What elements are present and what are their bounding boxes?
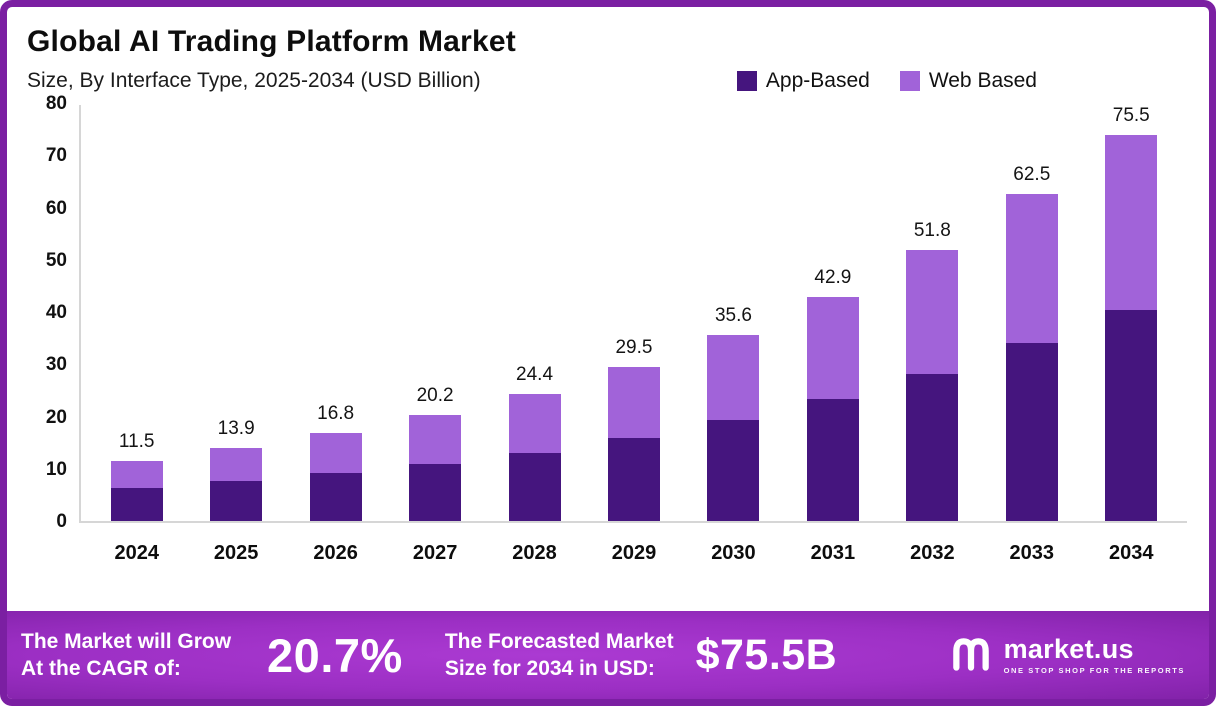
- bar-segment-web-based: [906, 250, 959, 374]
- market-us-logo-icon: [952, 638, 989, 671]
- bar-segment-app-based: [309, 473, 362, 521]
- x-axis-label-2034: 2034: [1109, 542, 1154, 564]
- legend-label: App-Based: [765, 69, 870, 92]
- bar-segment-web-based: [1005, 194, 1058, 344]
- x-axis-label-2025: 2025: [213, 542, 259, 564]
- bar-segment-app-based: [210, 481, 263, 521]
- bar-segment-web-based: [607, 366, 660, 438]
- legend-swatch-app-based: [736, 71, 757, 91]
- forecast-label: The Forecasted Market Size for 2034 in U…: [445, 628, 674, 683]
- bar-total-label: 51.8: [913, 220, 951, 242]
- y-tick-80: 80: [45, 93, 67, 114]
- bar-total-label: 13.9: [217, 418, 255, 440]
- x-axis-label-2031: 2031: [810, 542, 856, 564]
- bar-group-2027: 20.2 2027: [409, 105, 462, 564]
- bar-group-2032: 51.8 2032: [906, 105, 959, 564]
- bar-group-2031: 42.9 2031: [806, 105, 859, 564]
- forecast-value: $75.5B: [695, 630, 838, 679]
- bar-segment-app-based: [409, 464, 462, 521]
- bar-segment-web-based: [309, 433, 362, 474]
- bar-group-2029: 29.5 2029: [607, 105, 660, 564]
- page-title: Global AI Trading Platform Market: [27, 25, 516, 58]
- bar-segment-web-based: [210, 448, 263, 482]
- bar-segment-app-based: [707, 419, 760, 521]
- bar-total-label: 75.5: [1112, 105, 1150, 126]
- plot-area: 11.5 2024 13.9 2025 16.8 2026 20.2 2027 24.4 2028…: [79, 105, 1187, 564]
- bar-total-label: 24.4: [516, 363, 554, 385]
- plot-row: 0 10 20 30 40 50 60 70 80 11.5 2024 13.9 2025 16.8 20…: [21, 93, 1187, 564]
- y-tick-70: 70: [45, 145, 67, 167]
- x-axis-label-2026: 2026: [313, 542, 358, 564]
- y-axis: 0 10 20 30 40 50 60 70 80: [21, 93, 79, 532]
- logo-tagline: One Stop Shop For The Reports: [1003, 665, 1185, 675]
- bar-group-2033: 62.5 2033: [1005, 105, 1058, 564]
- chart-legend: App-Based Web Based: [736, 69, 1037, 93]
- cagr-value: 20.7%: [267, 628, 403, 682]
- cagr-label-line1: The Market will Grow: [21, 629, 232, 653]
- bar-total-label: 42.9: [814, 266, 852, 288]
- y-tick-30: 30: [45, 354, 67, 376]
- bar-segment-app-based: [508, 453, 561, 521]
- bar-segment-web-based: [1105, 135, 1158, 311]
- forecast-label-line1: The Forecasted Market: [444, 629, 674, 653]
- bar-group-2024: 11.5 2024: [110, 105, 163, 564]
- bar-total-label: 62.5: [1013, 164, 1051, 186]
- market-us-logo: market.us One Stop Shop For The Reports: [948, 632, 1185, 678]
- y-tick-0: 0: [56, 511, 67, 532]
- bar-segment-app-based: [806, 398, 859, 521]
- y-tick-20: 20: [45, 406, 67, 428]
- bar-segment-web-based: [409, 415, 462, 465]
- legend-label: Web Based: [928, 69, 1037, 92]
- bar-segment-app-based: [1005, 343, 1058, 521]
- bar-group-2028: 24.4 2028: [508, 105, 561, 564]
- cagr-label: The Market will Grow At the CAGR of:: [21, 628, 231, 683]
- bar-segment-app-based: [1105, 310, 1158, 521]
- y-tick-40: 40: [45, 302, 67, 323]
- bar-segment-web-based: [110, 460, 163, 489]
- logo-name: market.us: [1003, 633, 1134, 664]
- bar-segment-app-based: [607, 437, 660, 521]
- legend-swatch-web-based: [899, 71, 920, 91]
- x-axis-label-2033: 2033: [1009, 542, 1055, 564]
- bar-group-2034: 75.5 2034: [1105, 105, 1158, 564]
- subtitle-row: Size, By Interface Type, 2025-2034 (USD …: [27, 69, 1187, 93]
- x-axis-label-2029: 2029: [611, 542, 657, 564]
- bar-total-label: 11.5: [118, 430, 155, 452]
- bottom-banner: The Market will Grow At the CAGR of: 20.…: [7, 611, 1209, 699]
- bar-total-label: 29.5: [615, 336, 653, 358]
- chart-section: Global AI Trading Platform Market Size, …: [7, 7, 1209, 611]
- bar-total-label: 35.6: [714, 305, 752, 326]
- x-axis-label-2027: 2027: [412, 542, 458, 564]
- bar-segment-web-based: [806, 296, 859, 399]
- bar-group-2030: 35.6 2030: [707, 105, 760, 564]
- bar-segment-app-based: [906, 373, 959, 521]
- y-tick-10: 10: [45, 458, 67, 480]
- x-axis-label-2024: 2024: [114, 542, 159, 564]
- legend-item-web-based: Web Based: [899, 69, 1037, 93]
- bar-group-2026: 16.8 2026: [309, 105, 362, 564]
- forecast-label-line2: Size for 2034 in USD:: [444, 657, 655, 680]
- y-tick-60: 60: [45, 197, 67, 219]
- bar-segment-web-based: [508, 393, 561, 454]
- y-tick-50: 50: [45, 249, 67, 271]
- x-axis-label-2032: 2032: [910, 542, 955, 564]
- x-axis-label-2030: 2030: [711, 542, 756, 564]
- bar-segment-app-based: [110, 488, 163, 521]
- chart-subtitle: Size, By Interface Type, 2025-2034 (USD …: [27, 69, 481, 92]
- bar-total-label: 20.2: [416, 385, 454, 407]
- bar-group-2025: 13.9 2025: [210, 105, 263, 564]
- x-axis-label-2028: 2028: [512, 542, 557, 564]
- bar-segment-web-based: [707, 335, 760, 420]
- legend-item-app-based: App-Based: [736, 69, 870, 93]
- bar-total-label: 16.8: [317, 403, 355, 425]
- cagr-label-line2: At the CAGR of:: [21, 657, 181, 680]
- logo-text-stack: market.us One Stop Shop For The Reports: [1003, 633, 1185, 675]
